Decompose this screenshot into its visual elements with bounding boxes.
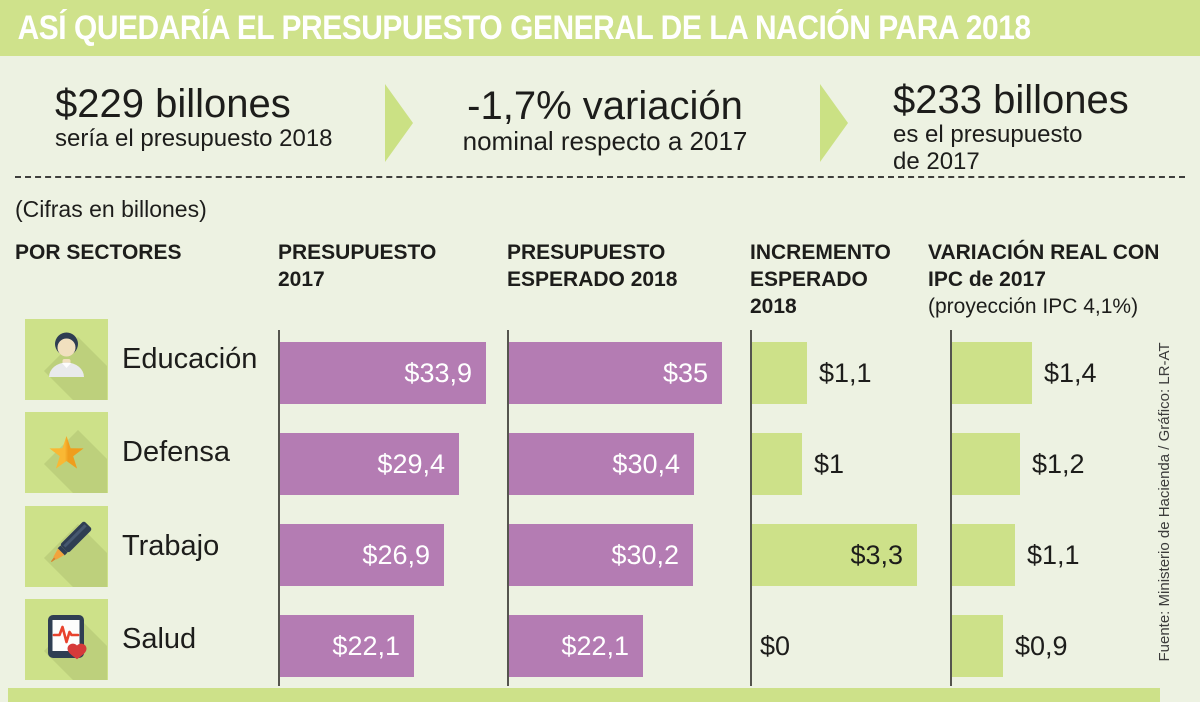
bar-label: $1,1 <box>819 357 872 388</box>
sector-icon-tile <box>25 505 108 587</box>
bar-variacion-real-ipc-1 <box>952 433 1020 495</box>
header-variacion-real: VARIACIÓN REAL CON IPC de 2017 (proyecci… <box>928 240 1159 321</box>
sector-label: Salud <box>122 622 197 655</box>
title-bar: ASÍ QUEDARÍA EL PRESUPUESTO GENERAL DE L… <box>0 0 1200 56</box>
column-axis-1 <box>278 330 280 686</box>
column-axis-3 <box>750 330 752 686</box>
bar-variacion-real-ipc-2 <box>952 524 1015 586</box>
summary-caption-2017: es el presupuesto de 2017 <box>893 120 1083 176</box>
footer-strip <box>8 688 1160 702</box>
bar-incremento-esperado-2018-0 <box>752 342 807 404</box>
bar-presupuesto-2017-1: $29,4 <box>280 433 459 495</box>
summary-step-1: $229 billones sería el presupuesto 2018 <box>55 84 333 152</box>
bar-label: $22,1 <box>561 630 629 661</box>
page-title: ASÍ QUEDARÍA EL PRESUPUESTO GENERAL DE L… <box>17 8 1031 47</box>
student-icon <box>44 332 107 400</box>
sector-icon-tile <box>25 598 108 680</box>
header-incremento-esperado-2018: INCREMENTO ESPERADO 2018 <box>750 241 891 318</box>
bar-label: $0,9 <box>1015 630 1068 661</box>
sector-icon-tile <box>25 319 108 400</box>
bar-variacion-real-ipc-3 <box>952 615 1003 677</box>
bar-label: $26,9 <box>362 539 430 570</box>
header-presupuesto-2017: PRESUPUESTO 2017 <box>278 241 437 291</box>
bar-presupuesto-2017-3: $22,1 <box>280 615 414 677</box>
bar-presupuesto-esperado-2018-1: $30,4 <box>509 433 694 495</box>
header-por-sectores: POR SECTORES <box>15 241 182 264</box>
bar-label: $1,4 <box>1044 357 1097 388</box>
summary-caption-variation: nominal respecto a 2017 <box>462 125 748 156</box>
summary-value-variation: -1,7% variación <box>467 84 743 128</box>
bar-label: $1,1 <box>1027 539 1080 570</box>
header-variacion-real-subtitle: (proyección IPC 4,1%) <box>928 294 1139 318</box>
sector-icon-tile <box>25 412 108 494</box>
summary-caption-2018: sería el presupuesto 2018 <box>55 124 333 152</box>
summary-step-2: -1,7% variación nominal respecto a 2017 <box>430 86 780 157</box>
bar-presupuesto-2017-0: $33,9 <box>280 342 486 404</box>
bar-label: $1 <box>814 448 845 479</box>
summary-value-2017: $233 billones <box>893 78 1129 122</box>
bar-label: $30,4 <box>612 448 680 479</box>
column-axis-2 <box>507 330 509 686</box>
column-axis-4 <box>950 330 952 686</box>
units-note: (Cifras en billones) <box>15 196 207 222</box>
bar-presupuesto-esperado-2018-3: $22,1 <box>509 615 643 677</box>
sector-label: Defensa <box>122 436 231 469</box>
bar-label: $30,2 <box>611 539 679 570</box>
header-variacion-real-title: VARIACIÓN REAL CON IPC de 2017 <box>928 241 1160 291</box>
arrow-right-icon <box>820 84 848 162</box>
health-monitor-icon <box>44 614 107 680</box>
bar-label: $33,9 <box>404 357 472 388</box>
bar-label: $0 <box>760 630 791 661</box>
header-presupuesto-esperado-2018: PRESUPUESTO ESPERADO 2018 <box>507 241 678 291</box>
dashed-divider <box>15 176 1185 178</box>
bar-label: $1,2 <box>1032 448 1085 479</box>
sector-label: Educación <box>122 343 258 375</box>
bar-label: $29,4 <box>377 448 445 479</box>
sector-label: Trabajo <box>122 529 220 562</box>
bar-incremento-esperado-2018-1 <box>752 433 802 495</box>
bar-label: $35 <box>662 357 708 388</box>
arrow-right-icon <box>385 84 413 162</box>
bar-label: $22,1 <box>332 630 400 661</box>
source-credit: Fuente: Ministerio de Hacienda / Gráfico… <box>1156 342 1173 662</box>
bar-label: $3,3 <box>850 539 903 570</box>
bar-presupuesto-2017-2: $26,9 <box>280 524 444 586</box>
bar-presupuesto-esperado-2018-2: $30,2 <box>509 524 693 586</box>
bar-variacion-real-ipc-0 <box>952 342 1032 404</box>
star-icon <box>44 430 107 494</box>
summary-step-3: $233 billones es el presupuesto de 2017 <box>893 80 1129 176</box>
summary-value-2018: $229 billones <box>55 82 291 126</box>
bar-incremento-esperado-2018-2: $3,3 <box>752 524 917 586</box>
bar-presupuesto-esperado-2018-0: $35 <box>509 342 722 404</box>
marker-icon <box>44 521 107 587</box>
